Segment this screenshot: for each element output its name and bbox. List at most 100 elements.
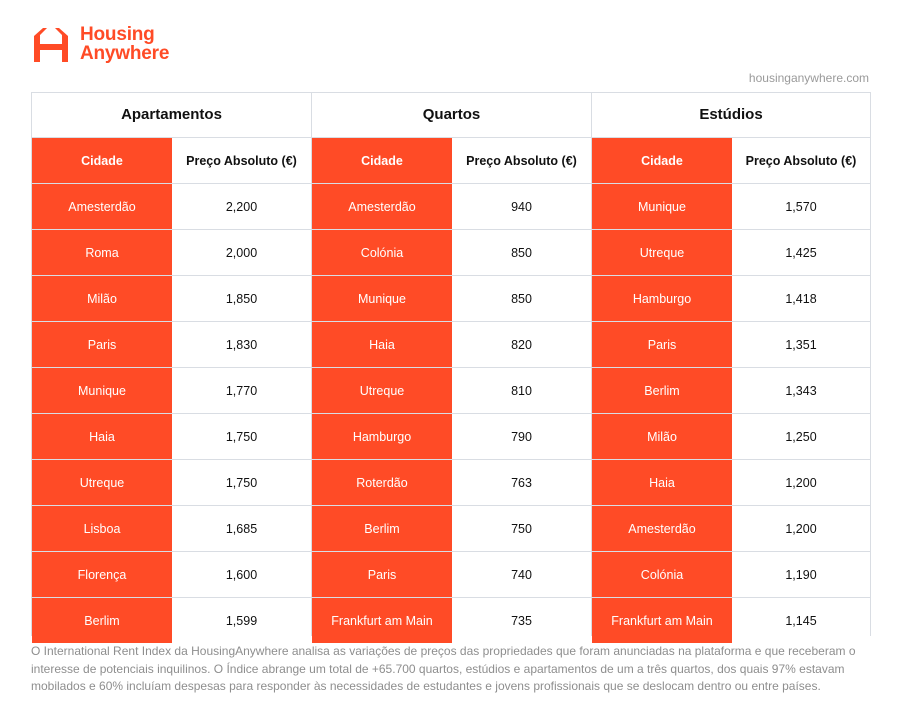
price-cell: 1,250 [732,414,870,459]
table-row: Berlim 1,599 [32,598,311,643]
city-cell: Amesterdão [312,184,452,229]
table-row: Lisboa 1,685 [32,506,311,552]
group-title: Quartos [312,93,591,138]
city-cell: Colónia [312,230,452,275]
price-cell: 1,145 [732,598,870,643]
price-cell: 940 [452,184,591,229]
group-apartamentos: Apartamentos Cidade Preço Absoluto (€) A… [31,92,311,643]
city-cell: Haia [592,460,732,505]
table-row: Haia 820 [312,322,591,368]
price-cell: 1,685 [172,506,311,551]
table-row: Frankfurt am Main 735 [312,598,591,643]
table-row: Haia 1,200 [592,460,870,506]
city-cell: Paris [592,322,732,367]
methodology-footnote: O International Rent Index da HousingAny… [31,644,856,693]
price-cell: 2,200 [172,184,311,229]
city-cell: Frankfurt am Main [312,598,452,643]
price-cell: 1,750 [172,460,311,505]
table-row: Berlim 1,343 [592,368,870,414]
table-row: Munique 1,770 [32,368,311,414]
brand-logo: Housing Anywhere [30,24,169,64]
city-cell: Hamburgo [592,276,732,321]
city-cell: Paris [312,552,452,597]
table-row: Colónia 1,190 [592,552,870,598]
city-cell: Munique [312,276,452,321]
price-cell: 850 [452,230,591,275]
city-cell: Amesterdão [32,184,172,229]
city-cell: Florença [32,552,172,597]
city-cell: Berlim [592,368,732,413]
table-row: Amesterdão 2,200 [32,184,311,230]
price-cell: 1,570 [732,184,870,229]
city-cell: Milão [592,414,732,459]
table-row: Munique 850 [312,276,591,322]
city-cell: Milão [32,276,172,321]
table-row: Paris 740 [312,552,591,598]
price-cell: 810 [452,368,591,413]
price-cell: 790 [452,414,591,459]
rent-tables: Apartamentos Cidade Preço Absoluto (€) A… [31,92,871,643]
table-row: Milão 1,250 [592,414,870,460]
brand-line-2: Anywhere [80,43,170,64]
brand-wordmark: Housing Anywhere [80,25,169,63]
price-cell: 1,351 [732,322,870,367]
price-cell: 763 [452,460,591,505]
price-cell: 850 [452,276,591,321]
site-url: housinganywhere.com [748,71,869,85]
table-row: Haia 1,750 [32,414,311,460]
group-quartos: Quartos Cidade Preço Absoluto (€) Ameste… [311,92,591,643]
city-cell: Roma [32,230,172,275]
table-row: Frankfurt am Main 1,145 [592,598,870,643]
price-cell: 1,343 [732,368,870,413]
table-row: Florença 1,600 [32,552,311,598]
price-cell: 2,000 [172,230,311,275]
city-cell: Frankfurt am Main [592,598,732,643]
city-cell: Colónia [592,552,732,597]
table-row: Roma 2,000 [32,230,311,276]
group-title: Estúdios [592,93,870,138]
column-header-price: Preço Absoluto (€) [452,138,591,183]
table-row: Hamburgo 1,418 [592,276,870,322]
column-header-price: Preço Absoluto (€) [172,138,311,183]
column-header-city: Cidade [592,138,732,183]
price-cell: 750 [452,506,591,551]
table-row: Utreque 1,750 [32,460,311,506]
price-cell: 1,418 [732,276,870,321]
price-cell: 1,830 [172,322,311,367]
city-cell: Munique [32,368,172,413]
price-cell: 1,425 [732,230,870,275]
city-cell: Utreque [312,368,452,413]
city-cell: Paris [32,322,172,367]
table-row: Munique 1,570 [592,184,870,230]
price-cell: 1,850 [172,276,311,321]
group-estudios: Estúdios Cidade Preço Absoluto (€) Muniq… [591,92,871,643]
table-row: Hamburgo 790 [312,414,591,460]
price-cell: 1,599 [172,598,311,643]
price-cell: 1,600 [172,552,311,597]
city-cell: Haia [32,414,172,459]
column-header-price: Preço Absoluto (€) [732,138,870,183]
city-cell: Munique [592,184,732,229]
city-cell: Utreque [32,460,172,505]
price-cell: 1,750 [172,414,311,459]
group-title: Apartamentos [32,93,311,138]
table-row: Utreque 810 [312,368,591,414]
header-row: Cidade Preço Absoluto (€) [592,138,870,184]
city-cell: Haia [312,322,452,367]
city-cell: Berlim [32,598,172,643]
housinganywhere-logo-icon [34,28,68,62]
city-cell: Hamburgo [312,414,452,459]
table-row: Paris 1,830 [32,322,311,368]
table-row: Roterdão 763 [312,460,591,506]
price-cell: 1,190 [732,552,870,597]
city-cell: Berlim [312,506,452,551]
table-row: Amesterdão 940 [312,184,591,230]
column-header-city: Cidade [312,138,452,183]
table-row: Colónia 850 [312,230,591,276]
price-cell: 1,770 [172,368,311,413]
table-row: Utreque 1,425 [592,230,870,276]
header-row: Cidade Preço Absoluto (€) [312,138,591,184]
price-cell: 740 [452,552,591,597]
price-cell: 1,200 [732,506,870,551]
city-cell: Amesterdão [592,506,732,551]
